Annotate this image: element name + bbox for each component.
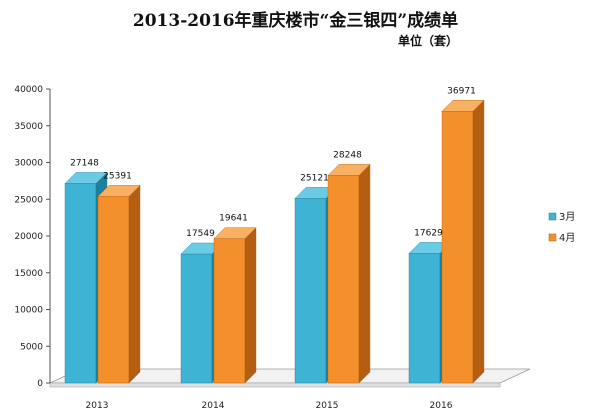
y-tick-label: 10000 xyxy=(14,306,43,316)
y-tick-label: 30000 xyxy=(14,159,43,169)
bar-top xyxy=(97,185,141,197)
bar-front xyxy=(64,183,97,384)
data-label: 28248 xyxy=(333,150,362,160)
y-tick-label: 35000 xyxy=(14,122,43,132)
legend-swatch xyxy=(548,212,557,221)
legend-swatch xyxy=(548,233,557,242)
chart-subtitle: 单位（套） xyxy=(398,34,459,48)
bar-top xyxy=(64,172,108,184)
data-label: 27148 xyxy=(70,158,99,168)
bar-side xyxy=(472,99,485,384)
bar-front xyxy=(294,198,327,384)
y-tick-label: 0 xyxy=(37,379,43,389)
chart-title: 2013-2016年重庆楼市“金三银四”成绩单 xyxy=(132,11,459,31)
bar-front xyxy=(408,253,441,384)
bar-top xyxy=(327,164,371,176)
y-tick-label: 40000 xyxy=(14,85,43,95)
bar-side xyxy=(128,184,141,384)
legend-label: 3月 xyxy=(559,211,575,223)
value-labels: 27148 25391 17549 19641 25121 28248 17629 36971 xyxy=(70,86,476,239)
y-tick-label: 20000 xyxy=(14,232,43,242)
data-label: 17549 xyxy=(186,229,215,239)
data-label: 25391 xyxy=(103,171,132,181)
bar-top xyxy=(441,100,485,112)
bars xyxy=(64,99,485,384)
data-label: 25121 xyxy=(300,173,329,183)
x-tick-label: 2016 xyxy=(430,401,453,411)
bar-side xyxy=(244,227,257,384)
bar-front xyxy=(441,111,474,384)
data-label: 36971 xyxy=(447,86,476,96)
bar-front xyxy=(213,238,246,384)
bar-front xyxy=(97,196,130,384)
x-tick-label: 2015 xyxy=(316,401,339,411)
y-tick-label: 5000 xyxy=(20,342,43,352)
bar-top xyxy=(213,227,257,239)
data-label: 19641 xyxy=(219,214,248,224)
x-tick-label: 2014 xyxy=(202,401,225,411)
legend: 3月 4月 xyxy=(548,211,575,244)
y-tick-label: 15000 xyxy=(14,269,43,279)
x-axis: 2013 2014 2015 2016 xyxy=(86,401,453,411)
chart-floor-edge xyxy=(49,382,501,388)
bar-front xyxy=(327,175,360,384)
bar-side xyxy=(358,163,371,384)
bar-front xyxy=(180,253,213,384)
legend-label: 4月 xyxy=(559,232,575,244)
y-axis: 0 5000 10000 15000 20000 25000 30000 35000 40000 xyxy=(14,85,51,389)
data-label: 17629 xyxy=(414,228,443,238)
y-tick-label: 25000 xyxy=(14,195,43,205)
x-tick-label: 2013 xyxy=(86,401,109,411)
